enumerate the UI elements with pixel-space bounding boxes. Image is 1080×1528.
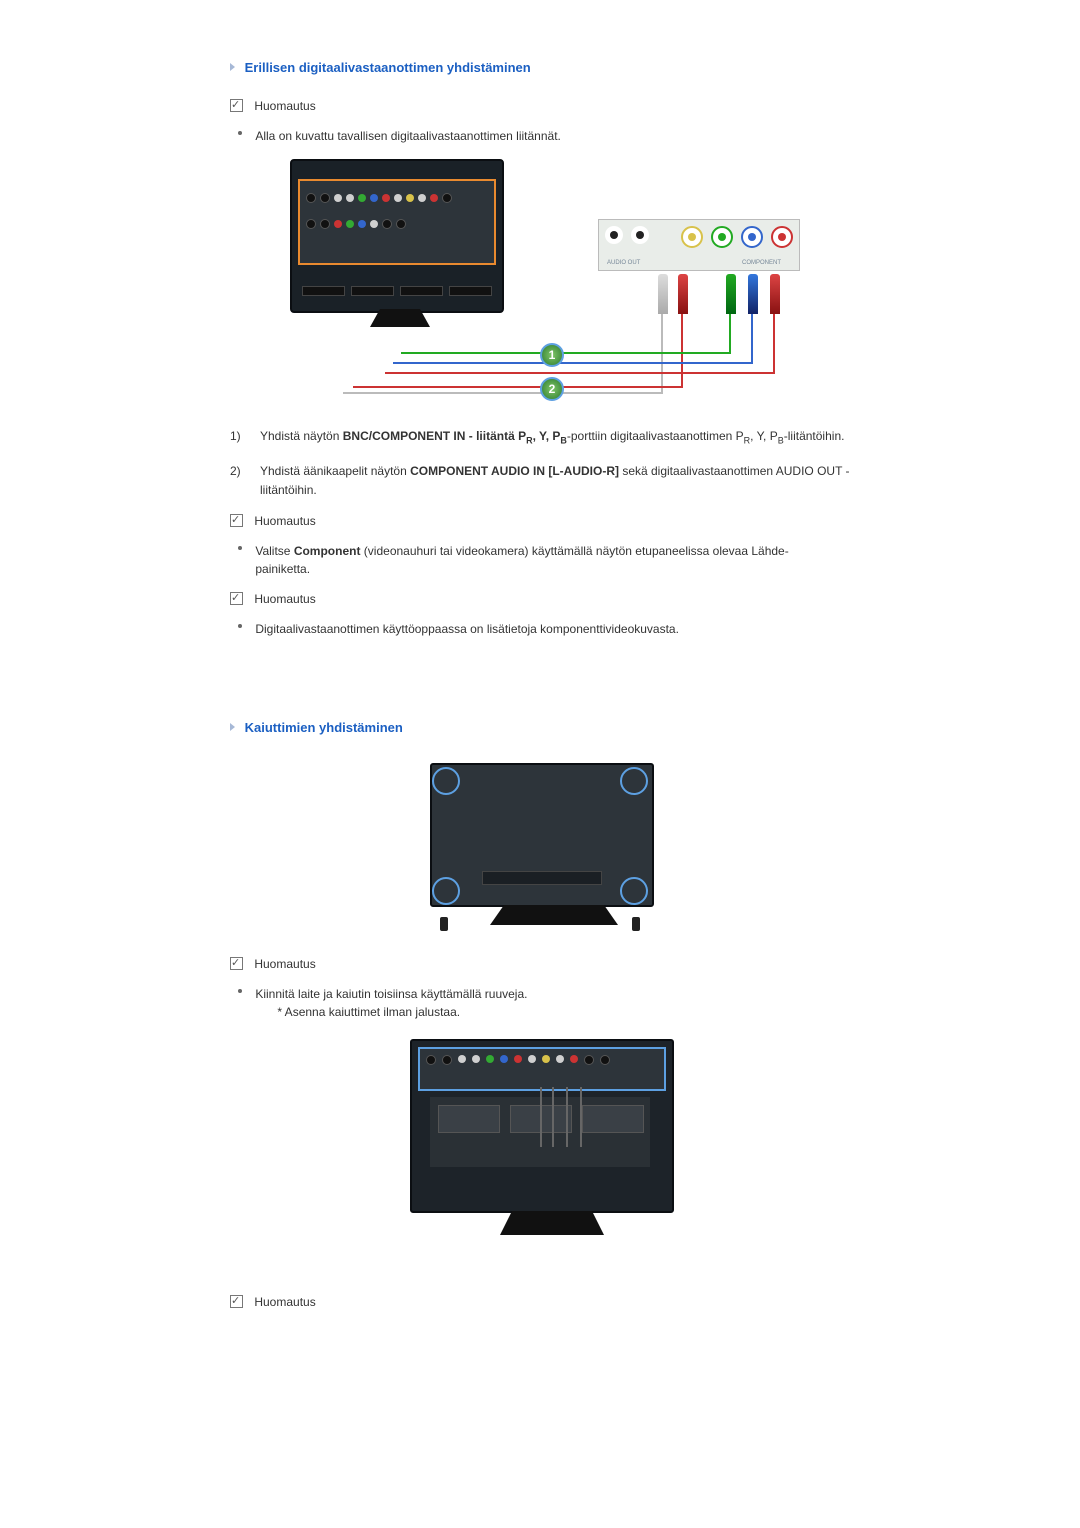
intro-bullet: Alla on kuvattu tavallisen digitaalivast… bbox=[238, 127, 850, 145]
mount-circle-bl bbox=[432, 877, 460, 905]
heading-text: Erillisen digitaalivastaanottimen yhdist… bbox=[245, 60, 531, 75]
figure-speaker-mount bbox=[230, 759, 850, 939]
step-body: Yhdistä äänikaapelit näytön COMPONENT AU… bbox=[260, 462, 850, 500]
section-1-heading: Erillisen digitaalivastaanottimen yhdist… bbox=[230, 60, 850, 75]
heading-text: Kaiuttimien yhdistäminen bbox=[245, 720, 403, 735]
chevron-right-icon bbox=[230, 723, 235, 731]
bullet-icon bbox=[238, 624, 242, 628]
component-select-bullet: Valitse Component (videonauhuri tai vide… bbox=[238, 542, 850, 578]
plug-red-audio-icon bbox=[678, 274, 688, 314]
figure-component-connection: AUDIO OUT COMPONENT 1 2 bbox=[260, 159, 820, 409]
screw-icon bbox=[440, 917, 448, 931]
receiver-ports-icon: AUDIO OUT COMPONENT bbox=[598, 219, 800, 271]
tv-stand-icon bbox=[490, 905, 618, 925]
manual-ref-bullet: Digitaalivastaanottimen käyttöoppaassa o… bbox=[238, 620, 850, 638]
steps-list: 1) Yhdistä näytön BNC/COMPONENT IN - lii… bbox=[230, 427, 850, 500]
check-icon bbox=[230, 514, 243, 527]
step-1: 1) Yhdistä näytön BNC/COMPONENT IN - lii… bbox=[230, 427, 850, 448]
plug-white-icon bbox=[658, 274, 668, 314]
callout-1: 1 bbox=[540, 343, 564, 367]
connector-panel-highlight bbox=[418, 1047, 666, 1091]
note-label: Huomautus bbox=[254, 592, 315, 606]
mount-circle-tr bbox=[620, 767, 648, 795]
plug-green-icon bbox=[726, 274, 736, 314]
check-icon bbox=[230, 1295, 243, 1308]
monitor-connector-panel bbox=[298, 179, 496, 265]
note-row: Huomautus bbox=[230, 1295, 850, 1309]
note-label: Huomautus bbox=[254, 99, 315, 113]
note-row: Huomautus bbox=[230, 99, 850, 113]
section-2-heading: Kaiuttimien yhdistäminen bbox=[230, 720, 850, 735]
step-2: 2) Yhdistä äänikaapelit näytön COMPONENT… bbox=[230, 462, 850, 500]
note-label: Huomautus bbox=[254, 1295, 315, 1309]
bullet-text: Digitaalivastaanottimen käyttöoppaassa o… bbox=[255, 620, 815, 638]
monitor-stand-icon bbox=[370, 309, 430, 327]
speaker-bullet: Kiinnitä laite ja kaiutin toisiinsa käyt… bbox=[238, 985, 850, 1021]
plug-blue-icon bbox=[748, 274, 758, 314]
step-number: 1) bbox=[230, 427, 246, 448]
check-icon bbox=[230, 99, 243, 112]
figure-speaker-wiring bbox=[230, 1035, 850, 1245]
callout-2: 2 bbox=[540, 377, 564, 401]
bullet-subtext: * Asenna kaiuttimet ilman jalustaa. bbox=[277, 1003, 815, 1021]
tv-stand-icon bbox=[500, 1211, 604, 1235]
note-row: Huomautus bbox=[230, 514, 850, 528]
step-body: Yhdistä näytön BNC/COMPONENT IN - liitän… bbox=[260, 427, 850, 448]
plug-red-video-icon bbox=[770, 274, 780, 314]
mount-circle-tl bbox=[432, 767, 460, 795]
check-icon bbox=[230, 592, 243, 605]
bullet-icon bbox=[238, 131, 242, 135]
chevron-right-icon bbox=[230, 63, 235, 71]
note-row: Huomautus bbox=[230, 592, 850, 606]
intro-bullet-text: Alla on kuvattu tavallisen digitaalivast… bbox=[255, 127, 815, 145]
bullet-text: Kiinnitä laite ja kaiutin toisiinsa käyt… bbox=[255, 985, 815, 1021]
check-icon bbox=[230, 957, 243, 970]
component-label: COMPONENT bbox=[742, 260, 781, 266]
screw-icon bbox=[632, 917, 640, 931]
step-number: 2) bbox=[230, 462, 246, 500]
audio-out-label: AUDIO OUT bbox=[607, 260, 640, 266]
bullet-icon bbox=[238, 546, 242, 550]
bullet-text: Valitse Component (videonauhuri tai vide… bbox=[255, 542, 815, 578]
mount-circle-br bbox=[620, 877, 648, 905]
note-row: Huomautus bbox=[230, 957, 850, 971]
monitor-back-icon bbox=[290, 159, 504, 313]
note-label: Huomautus bbox=[254, 514, 315, 528]
note-label: Huomautus bbox=[254, 957, 315, 971]
bullet-icon bbox=[238, 989, 242, 993]
